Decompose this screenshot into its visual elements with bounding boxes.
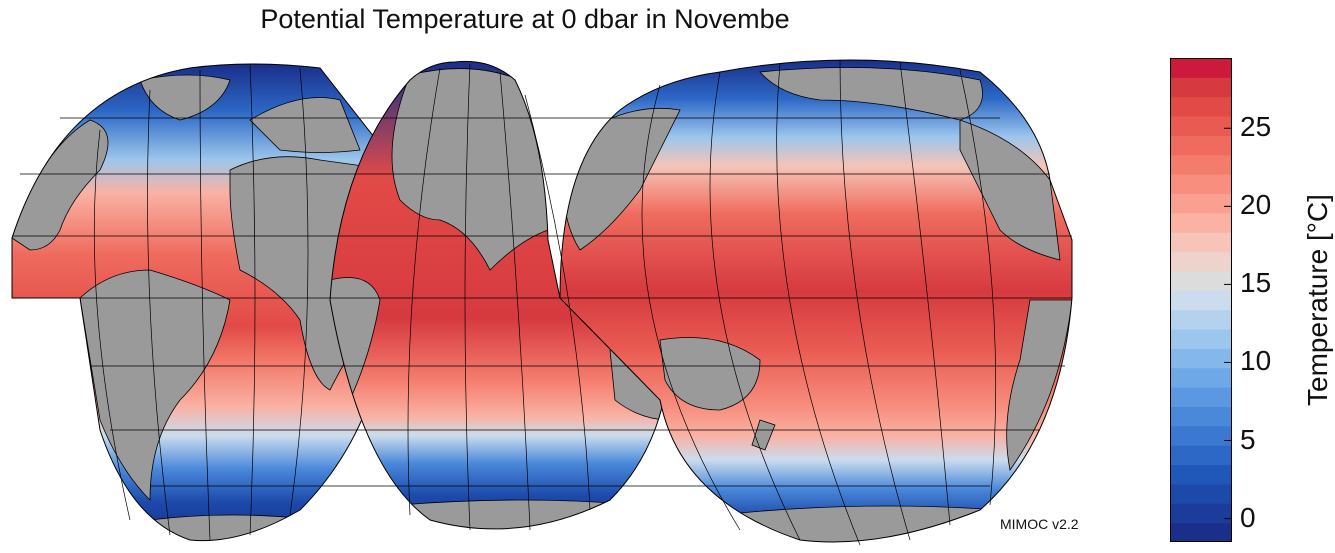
pacific-lobe-outline <box>559 59 1073 543</box>
south-america-west-land <box>1006 299 1072 471</box>
colorbar-swatch <box>1170 232 1232 253</box>
colorbar-swatch <box>1170 212 1232 233</box>
colorbar-tick-label: 25 <box>1240 111 1272 143</box>
colorbar-swatch <box>1170 290 1232 311</box>
colorbar-swatch <box>1170 522 1232 542</box>
antarctica-indian <box>399 499 641 529</box>
colorbar-swatch <box>1170 251 1232 272</box>
colorbar <box>1170 58 1232 542</box>
colorbar-swatch <box>1170 329 1232 349</box>
colorbar-swatch <box>1170 135 1232 156</box>
indian-lobe-outline <box>329 60 672 530</box>
colorbar-swatch <box>1170 154 1232 175</box>
meridian-atlantic-4 <box>249 64 256 536</box>
colorbar-tick-label: 10 <box>1240 345 1272 377</box>
colorbar-swatch <box>1170 503 1232 524</box>
colorbar-tick-label: 0 <box>1240 501 1256 533</box>
meridian-pacific-4 <box>839 59 911 541</box>
antarctica-pacific <box>719 505 1001 542</box>
colorbar-swatch <box>1170 406 1232 427</box>
colorbar-swatch <box>1170 116 1232 136</box>
meridian-indian-4 <box>524 94 591 511</box>
colorbar-swatches <box>1170 58 1232 542</box>
meridian-pacific-5 <box>899 61 951 526</box>
meridian-pacific-3 <box>776 63 861 546</box>
colorbar-title: Temperature [°C] <box>1302 194 1333 406</box>
meridian-indian-3 <box>499 71 531 531</box>
colorbar-tick-label: 15 <box>1240 267 1272 299</box>
meridian-atlantic-3 <box>199 69 211 541</box>
colorbar-swatch <box>1170 96 1232 117</box>
colorbar-swatch <box>1170 174 1232 195</box>
north-america-west-land <box>959 119 1061 261</box>
colorbar-swatch <box>1170 270 1232 291</box>
colorbar-swatch <box>1170 483 1232 504</box>
map-title: Potential Temperature at 0 dbar in Novem… <box>260 4 790 34</box>
meridian-pacific-2 <box>709 71 801 541</box>
colorbar-frame <box>1170 58 1232 542</box>
colorbar-tick-label: 20 <box>1240 189 1272 221</box>
greenland-land <box>139 74 231 121</box>
pacific-lobe <box>559 59 1073 543</box>
europe-north-land <box>249 97 361 153</box>
meridian-indian-1 <box>407 67 441 516</box>
colorbar-swatch <box>1170 387 1232 407</box>
meridian-pacific-1 <box>641 84 741 531</box>
australia-land <box>659 337 761 411</box>
colorbar-swatch <box>1170 425 1232 446</box>
pacific-ocean <box>560 60 1072 542</box>
colorbar-tick-label: 5 <box>1240 423 1256 455</box>
meridian-indian-2 <box>464 63 471 531</box>
meridian-atlantic-1 <box>93 129 131 521</box>
colorbar-swatch <box>1170 445 1232 466</box>
meridian-atlantic-5 <box>289 67 309 516</box>
indian-lobe <box>329 60 672 530</box>
colorbar-swatch <box>1170 309 1232 330</box>
graticule <box>12 59 1072 546</box>
credit-label: MIMOC v2.2 <box>1000 516 1079 532</box>
colorbar-swatch <box>1170 193 1232 214</box>
meridian-atlantic-2 <box>147 89 171 536</box>
meridian-pacific-6 <box>959 69 997 506</box>
colorbar-swatch <box>1170 464 1232 485</box>
colorbar-swatch <box>1170 348 1232 369</box>
colorbar-swatch <box>1170 58 1232 78</box>
colorbar-swatch <box>1170 77 1232 98</box>
colorbar-ticks <box>1224 127 1232 520</box>
colorbar-swatch <box>1170 367 1232 388</box>
